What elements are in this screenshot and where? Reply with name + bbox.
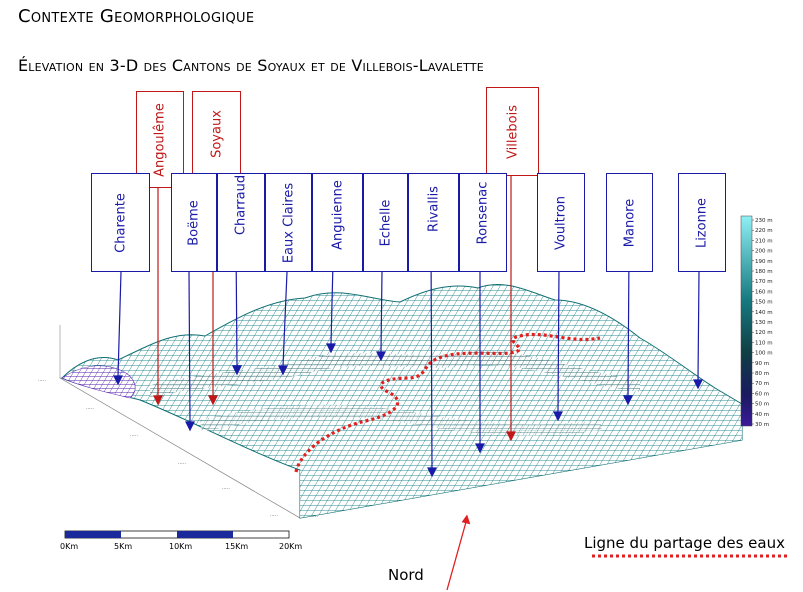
colorbar-tick-label: 180 m [755, 269, 773, 275]
svg-text:·····: ····· [222, 486, 230, 492]
river-box-eaux-claires: Eaux Claires [265, 173, 312, 272]
river-box-charente: Charente [91, 173, 150, 272]
colorbar-tick-label: 130 m [755, 320, 773, 326]
colorbar-tick-label: 140 m [755, 310, 773, 316]
river-label: Voultron [553, 195, 569, 250]
river-label: Lizonne [694, 197, 710, 248]
colorbar-tick-label: 70 m [755, 381, 769, 387]
river-label: Rivallis [426, 185, 441, 232]
svg-text:·····: ····· [38, 378, 46, 384]
svg-text:·····: ····· [270, 513, 278, 519]
colorbar-tick-label: 100 m [755, 351, 773, 357]
town-box-soyaux: Soyaux [192, 91, 241, 176]
river-box-charraud: Charraud [217, 173, 265, 272]
colorbar-tick-label: 60 m [755, 391, 769, 397]
svg-text:·····: ····· [178, 461, 186, 467]
colorbar-tick-label: 170 m [755, 279, 773, 285]
north-label: Nord [388, 566, 424, 584]
terrain-valley-bands-lower [200, 404, 602, 436]
scale-label: 20Km [279, 542, 303, 551]
colorbar-tick-label: 50 m [755, 402, 769, 408]
river-box-ronsenac: Ronsenac [459, 173, 507, 272]
town-label: Soyaux [209, 109, 224, 158]
colorbar-tick-label: 160 m [755, 289, 773, 295]
colorbar-tick-label: 80 m [755, 371, 769, 377]
river-label: Manore [622, 198, 637, 247]
svg-text:·····: ····· [390, 499, 398, 505]
river-box-rivallis: Rivallis [408, 173, 459, 272]
svg-text:·····: ····· [310, 514, 318, 520]
town-box-angouleme: Angoulême [136, 91, 184, 188]
river-box-anguienne: Anguienne [312, 173, 363, 272]
terrain-front [300, 404, 742, 518]
town-box-villebois: Villebois [486, 87, 539, 176]
colorbar-tick-label: 30 m [755, 422, 769, 428]
scale-bar [64, 530, 290, 539]
river-label: Charente [113, 192, 128, 253]
terrain-valley-charente [61, 365, 136, 399]
river-label: Ronsenac [475, 181, 491, 244]
north-arrow [446, 514, 471, 591]
colorbar-tick-label: 190 m [755, 259, 773, 265]
scale-label: 15Km [225, 542, 249, 551]
colorbar-tick-label: 150 m [755, 300, 773, 306]
river-label: Anguienne [330, 179, 345, 250]
river-box-boeme: Boëme [171, 173, 217, 272]
colorbar-tick-label: 110 m [755, 340, 773, 346]
river-box-manore: Manore [606, 173, 653, 272]
terrain-valley-bands [150, 351, 640, 397]
colorbar-tick-label: 90 m [755, 361, 769, 367]
river-label: Echelle [378, 199, 393, 246]
watershed-legend-label: Ligne du partage des eaux [584, 534, 785, 552]
elevation-colorbar: 230 m 220 m 210 m 200 m 190 m 180 m 170 m 160 m… [740, 215, 773, 428]
colorbar-tick-label: 120 m [755, 330, 773, 336]
colorbar-tick-label: 220 m [755, 228, 773, 234]
page-subtitle: Élevation en 3-D des Cantons de Soyaux e… [18, 56, 484, 75]
river-box-lizonne: Lizonne [678, 173, 726, 272]
svg-text:·····: ····· [86, 406, 94, 412]
colorbar-tick-label: 230 m [755, 218, 773, 224]
river-label: Charraud [233, 174, 249, 235]
river-box-echelle: Echelle [363, 173, 408, 272]
river-label: Boëme [186, 199, 202, 246]
page-title: Contexte Geomorphologique [18, 6, 255, 27]
scale-label: 10Km [169, 542, 193, 551]
colorbar-tick-label: 40 m [755, 412, 769, 418]
town-label: Villebois [505, 104, 520, 159]
river-arrows [113, 241, 703, 478]
river-label: Eaux Claires [281, 182, 296, 263]
colorbar-tick-label: 210 m [755, 238, 773, 244]
scale-label: 0Km [60, 542, 79, 551]
town-label: Angoulême [152, 102, 168, 177]
river-box-voultron: Voultron [537, 173, 585, 272]
scale-label: 5Km [114, 542, 133, 551]
svg-text:·····: ····· [130, 433, 138, 439]
colorbar-tick-label: 200 m [755, 249, 773, 255]
